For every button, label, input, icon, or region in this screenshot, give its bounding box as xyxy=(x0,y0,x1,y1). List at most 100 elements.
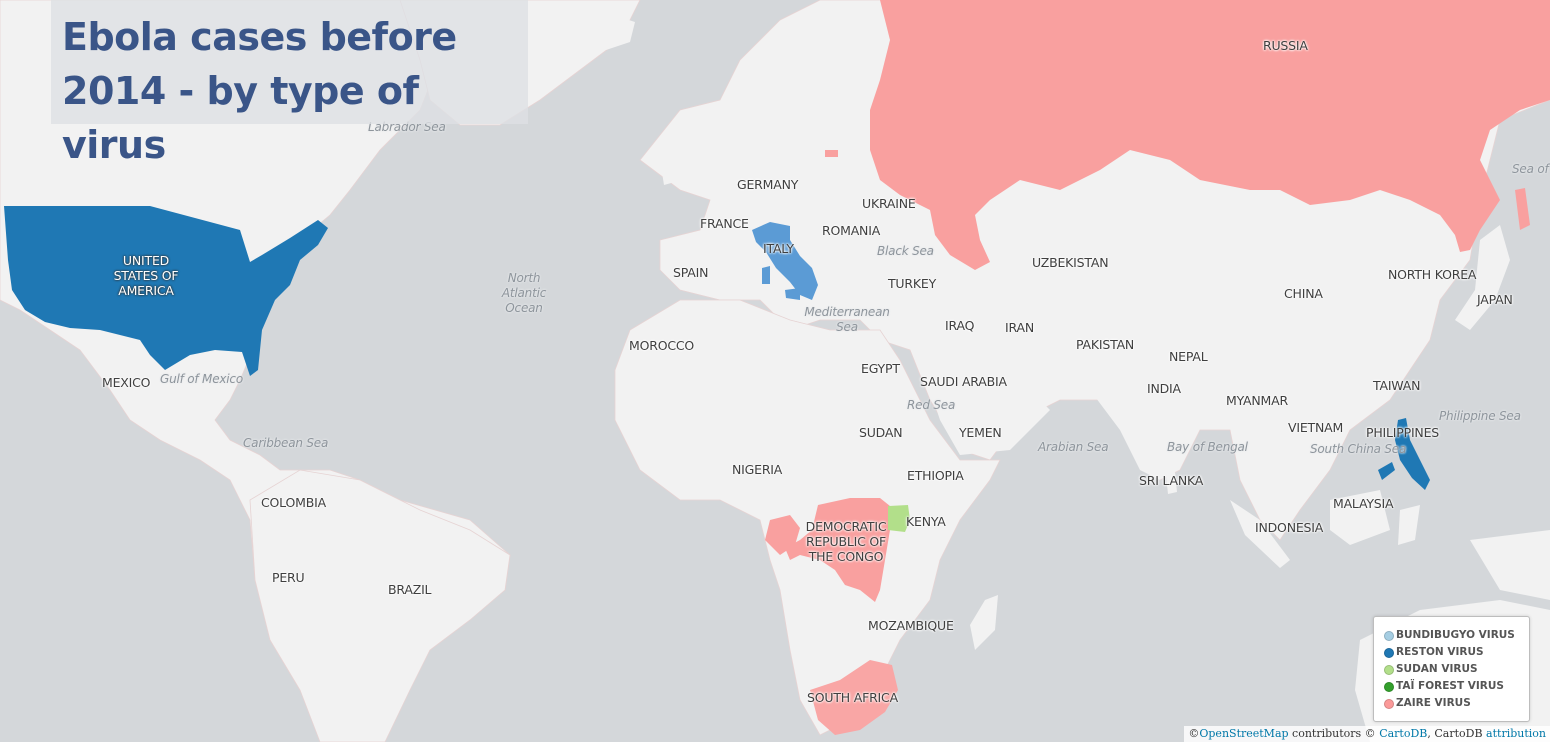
legend-item-reston: RESTON VIRUS xyxy=(1384,646,1484,658)
legend-item-sudan: SUDAN VIRUS xyxy=(1384,663,1478,675)
legend-item-bundibugyo: BUNDIBUGYO VIRUS xyxy=(1384,629,1515,641)
land-sri-lanka xyxy=(1166,472,1177,494)
legend-label-sudan: SUDAN VIRUS xyxy=(1396,663,1478,675)
label-mozambique: MOZAMBIQUE xyxy=(868,618,954,633)
label-caribbean-sea: Caribbean Sea xyxy=(243,436,329,450)
country-sakhalin xyxy=(1515,188,1530,230)
country-drc xyxy=(785,498,895,602)
label-north-atlantic: North Atlantic Ocean xyxy=(501,271,547,315)
label-romania: ROMANIA xyxy=(822,223,881,238)
country-south-africa xyxy=(810,660,898,735)
country-philippines-west xyxy=(1378,462,1395,480)
country-sardinia xyxy=(762,266,770,284)
attribution-link[interactable]: attribution xyxy=(1486,727,1546,740)
label-france: FRANCE xyxy=(700,216,749,231)
osm-link[interactable]: OpenStreetMap xyxy=(1199,727,1289,740)
label-sea-of: Sea of xyxy=(1512,162,1549,176)
cartodb-link[interactable]: CartoDB xyxy=(1379,727,1428,740)
legend-label-tai-forest: TAÏ FOREST VIRUS xyxy=(1396,680,1504,692)
label-bay-of-bengal: Bay of Bengal xyxy=(1167,440,1248,454)
label-uzbekistan: UZBEKISTAN xyxy=(1032,255,1109,270)
land-new-guinea xyxy=(1470,530,1550,600)
attribution-contributors: contributors © xyxy=(1288,727,1380,740)
label-mediterranean: Mediterranean Sea xyxy=(804,305,890,334)
legend-label-bundibugyo: BUNDIBUGYO VIRUS xyxy=(1396,629,1515,641)
map-title: Ebola cases before 2014 - by type of vir… xyxy=(62,15,457,167)
label-south-china-sea: South China Sea xyxy=(1310,442,1407,456)
label-pakistan: PAKISTAN xyxy=(1076,337,1135,352)
label-turkey: TURKEY xyxy=(888,276,937,291)
land-madagascar xyxy=(970,595,998,650)
label-india: INDIA xyxy=(1147,381,1181,396)
attribution-sep: , CartoDB xyxy=(1427,727,1487,740)
label-egypt: EGYPT xyxy=(861,361,900,376)
label-japan: JAPAN xyxy=(1477,292,1513,307)
legend-swatch-sudan xyxy=(1384,665,1394,675)
label-taiwan: TAIWAN xyxy=(1373,378,1421,393)
label-brazil: BRAZIL xyxy=(388,582,432,597)
legend-swatch-tai-forest xyxy=(1384,682,1394,692)
country-russia xyxy=(870,0,1550,270)
land-iceland xyxy=(578,14,635,52)
label-usa: UNITED STATES OF AMERICA xyxy=(113,253,179,298)
label-sri-lanka: SRI LANKA xyxy=(1139,473,1204,488)
label-colombia: COLOMBIA xyxy=(261,495,326,510)
label-saudi-arabia: SAUDI ARABIA xyxy=(920,374,1007,389)
label-sudan: SUDAN xyxy=(859,425,903,440)
label-nepal: NEPAL xyxy=(1169,349,1208,364)
land-sumatra xyxy=(1230,500,1290,568)
land-arabia xyxy=(920,360,1050,455)
land-india xyxy=(1090,380,1190,480)
label-mexico: MEXICO xyxy=(102,375,151,390)
label-yemen: YEMEN xyxy=(959,425,1002,440)
label-russia: RUSSIA xyxy=(1263,38,1308,53)
land-south-america xyxy=(249,469,511,742)
label-malaysia: MALAYSIA xyxy=(1333,496,1394,511)
label-italy: ITALY xyxy=(763,241,794,256)
label-peru: PERU xyxy=(272,570,305,585)
legend: BUNDIBUGYO VIRUS RESTON VIRUS SUDAN VIRU… xyxy=(1373,616,1530,722)
legend-swatch-zaire xyxy=(1384,699,1394,709)
label-spain: SPAIN xyxy=(673,265,709,280)
title-panel xyxy=(51,0,528,124)
country-uganda xyxy=(888,505,910,532)
label-vietnam: VIETNAM xyxy=(1288,420,1344,435)
legend-swatch-reston xyxy=(1384,648,1394,658)
legend-swatch-bundibugyo xyxy=(1384,631,1394,641)
legend-label-reston: RESTON VIRUS xyxy=(1396,646,1484,658)
label-red-sea: Red Sea xyxy=(907,398,956,412)
land-britain xyxy=(680,110,720,195)
label-china: CHINA xyxy=(1284,286,1323,301)
legend-label-zaire: ZAIRE VIRUS xyxy=(1396,697,1471,709)
legend-item-tai-forest: TAÏ FOREST VIRUS xyxy=(1384,680,1504,692)
country-usa xyxy=(4,206,328,376)
label-drc: DEMOCRATIC REPUBLIC OF THE CONGO xyxy=(805,519,887,564)
land-japan xyxy=(1455,225,1510,330)
label-arabian-sea: Arabian Sea xyxy=(1038,440,1109,454)
label-indonesia: INDONESIA xyxy=(1255,520,1324,535)
label-germany: GERMANY xyxy=(737,177,799,192)
country-italy xyxy=(752,222,818,300)
label-philippines: PHILIPPINES xyxy=(1366,425,1440,440)
country-philippines xyxy=(1395,418,1430,490)
land-ireland xyxy=(660,155,682,185)
label-kenya: KENYA xyxy=(906,514,946,529)
land-sulawesi xyxy=(1398,505,1420,545)
attribution-prefix: © xyxy=(1188,727,1200,740)
label-north-korea: NORTH KOREA xyxy=(1388,267,1477,282)
label-south-africa: SOUTH AFRICA xyxy=(807,690,898,705)
country-sicily xyxy=(785,288,800,300)
label-philippine-sea: Philippine Sea xyxy=(1439,409,1521,423)
label-myanmar: MYANMAR xyxy=(1226,393,1288,408)
legend-item-zaire: ZAIRE VIRUS xyxy=(1384,697,1471,709)
label-black-sea: Black Sea xyxy=(877,244,934,258)
country-kaliningrad xyxy=(825,150,838,157)
land-africa xyxy=(614,299,1001,736)
country-gabon-congo xyxy=(765,515,800,555)
land-borneo xyxy=(1330,490,1390,545)
label-gulf-of-mexico: Gulf of Mexico xyxy=(160,372,243,386)
label-morocco: MOROCCO xyxy=(629,338,695,353)
attribution: ©OpenStreetMap contributors © CartoDB, C… xyxy=(1184,726,1550,742)
label-ethiopia: ETHIOPIA xyxy=(907,468,964,483)
